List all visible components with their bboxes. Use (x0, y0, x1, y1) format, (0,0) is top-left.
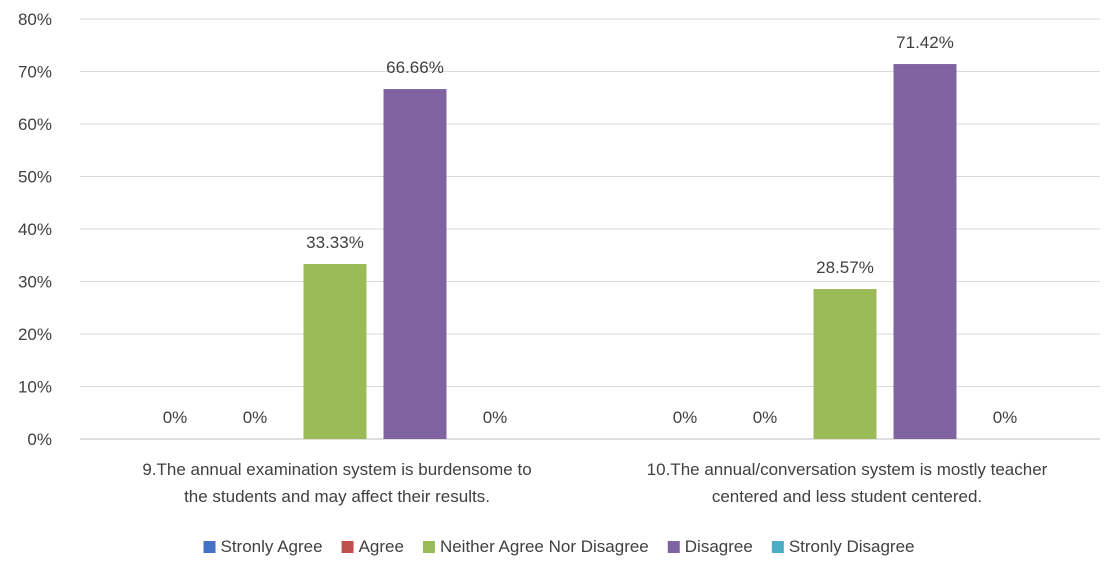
y-tick-label: 40% (18, 220, 52, 239)
y-tick-label: 70% (18, 63, 52, 82)
y-axis: 0% 10% 20% 30% 40% 50% 60% 70% 80% (18, 10, 52, 449)
data-label: 0% (243, 408, 268, 427)
data-label: 0% (993, 408, 1018, 427)
y-tick-label: 10% (18, 378, 52, 397)
x-axis: 9.The annual examination system is burde… (142, 460, 1047, 506)
legend-item: Agree (341, 537, 404, 556)
data-labels: 0% 0% 33.33% 66.66% 0% 0% 0% 28.57% 71.42% 0% (163, 33, 1018, 427)
x-category-label: centered and less student centered. (712, 487, 982, 506)
data-label: 0% (163, 408, 188, 427)
y-tick-label: 0% (27, 430, 52, 449)
legend-label: Neither Agree Nor Disagree (440, 537, 649, 556)
legend-label: Disagree (685, 537, 753, 556)
data-label: 0% (483, 408, 508, 427)
data-label: 66.66% (386, 58, 444, 77)
bar (813, 289, 877, 439)
legend-item: Stronly Agree (203, 537, 323, 556)
legend-swatch (203, 541, 216, 553)
y-tick-label: 20% (18, 325, 52, 344)
legend-item: Disagree (667, 537, 753, 556)
legend-swatch (341, 541, 354, 553)
data-label: 0% (753, 408, 778, 427)
x-category-label: the students and may affect their result… (184, 487, 490, 506)
y-tick-label: 80% (18, 10, 52, 29)
legend-label: Stronly Agree (221, 537, 323, 556)
bar (383, 89, 447, 439)
x-category-label: 9.The annual examination system is burde… (142, 460, 531, 479)
bar (893, 64, 957, 440)
y-tick-label: 30% (18, 273, 52, 292)
legend-swatch (667, 541, 680, 553)
bar (303, 264, 367, 439)
legend-item: Stronly Disagree (771, 537, 915, 556)
data-label: 0% (673, 408, 698, 427)
legend-swatch (771, 541, 784, 553)
y-tick-label: 60% (18, 115, 52, 134)
data-label: 33.33% (306, 233, 364, 252)
legend-label: Agree (359, 537, 404, 556)
bars (303, 64, 957, 440)
data-label: 28.57% (816, 258, 874, 277)
legend-item: Neither Agree Nor Disagree (422, 537, 649, 556)
legend-swatch (422, 541, 435, 553)
y-tick-label: 50% (18, 168, 52, 187)
legend-label: Stronly Disagree (789, 537, 915, 556)
gridlines (80, 18, 1100, 440)
data-label: 71.42% (896, 33, 954, 52)
x-category-label: 10.The annual/conversation system is mos… (647, 460, 1048, 479)
legend: Stronly Agree Agree Neither Agree Nor Disa… (203, 537, 915, 556)
